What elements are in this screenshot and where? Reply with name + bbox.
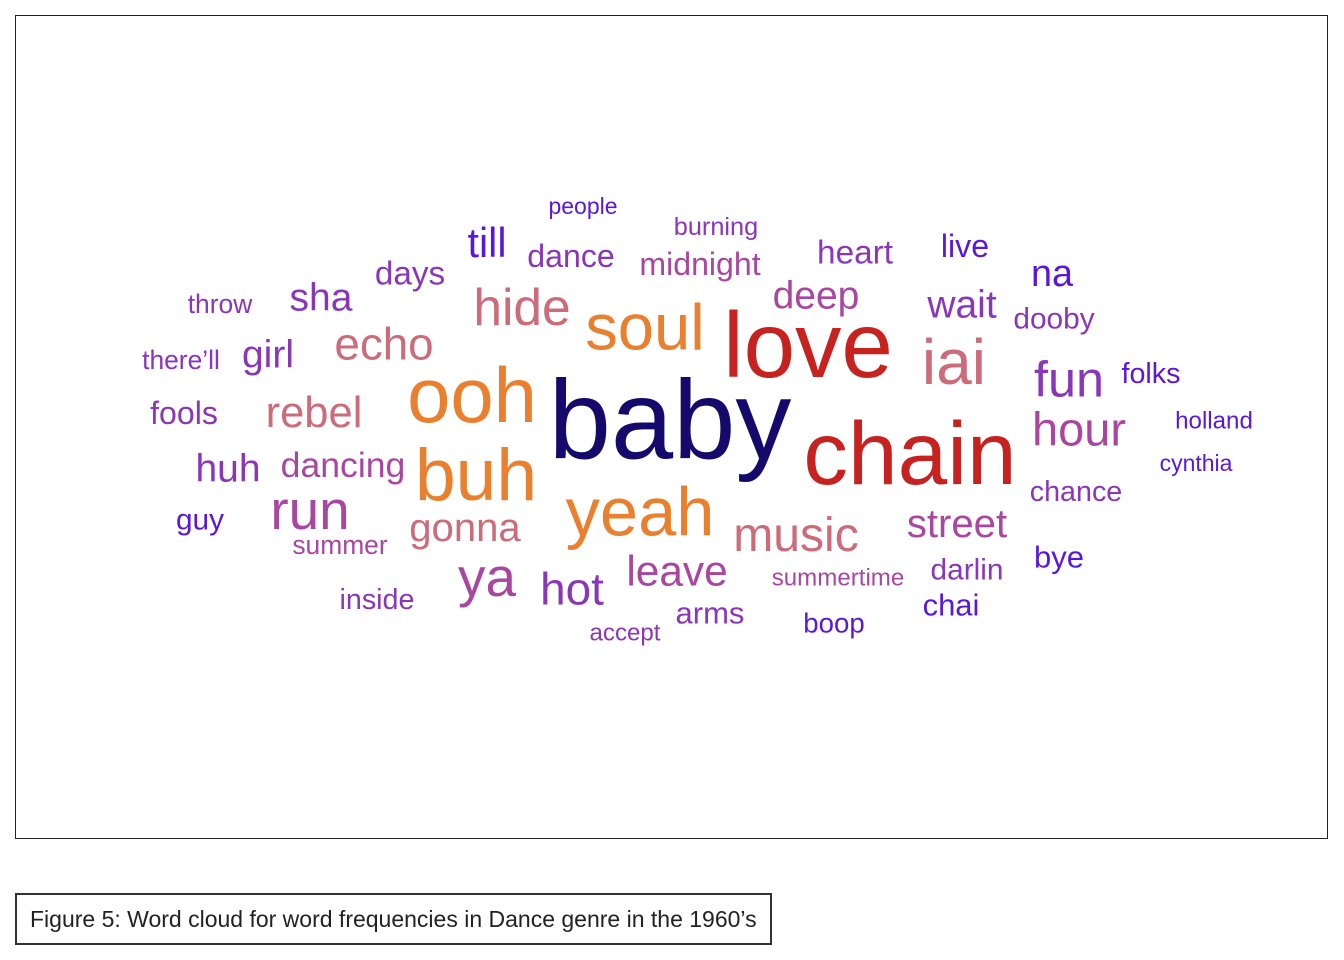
word-39: dooby — [1013, 303, 1094, 336]
word-28: dancing — [281, 445, 406, 485]
word-31: live — [941, 228, 989, 264]
word-46: there’ll — [142, 345, 220, 375]
word-19: till — [468, 220, 507, 266]
word-36: chai — [923, 588, 980, 623]
word-1: baby — [549, 358, 792, 483]
word-47: summer — [292, 530, 388, 560]
word-24: girl — [242, 334, 294, 377]
word-9: ya — [458, 546, 516, 608]
word-cloud-frame — [15, 15, 1328, 839]
word-45: throw — [188, 289, 253, 319]
word-22: deep — [773, 275, 860, 318]
word-48: burning — [674, 213, 758, 241]
word-35: arms — [676, 596, 745, 631]
word-27: na — [1031, 253, 1074, 295]
word-44: boop — [803, 608, 864, 639]
word-11: hide — [473, 278, 570, 336]
word-20: gonna — [409, 506, 521, 550]
word-26: sha — [290, 277, 353, 320]
word-43: folks — [1122, 358, 1181, 390]
word-18: leave — [626, 548, 727, 595]
word-4: ooh — [407, 353, 537, 439]
word-53: cynthia — [1160, 450, 1233, 476]
word-33: dance — [527, 238, 614, 274]
word-5: buh — [415, 434, 537, 516]
figure-caption: Figure 5: Word cloud for word frequencie… — [15, 893, 772, 945]
word-49: accept — [590, 620, 661, 647]
word-12: fun — [1034, 351, 1104, 408]
word-8: iai — [922, 326, 986, 398]
word-14: hour — [1032, 403, 1126, 456]
word-7: soul — [585, 291, 705, 364]
word-2: love — [723, 293, 893, 397]
word-29: days — [375, 256, 445, 293]
word-13: music — [733, 508, 859, 562]
word-52: people — [548, 193, 617, 219]
word-42: chance — [1030, 476, 1123, 508]
word-25: huh — [195, 448, 260, 491]
word-10: run — [270, 479, 349, 541]
word-21: street — [907, 502, 1007, 546]
word-40: darlin — [931, 554, 1004, 587]
word-17: rebel — [266, 389, 363, 437]
word-6: yeah — [566, 474, 715, 551]
word-38: guy — [176, 504, 224, 537]
word-23: wait — [926, 284, 997, 327]
word-37: bye — [1034, 540, 1084, 575]
word-30: heart — [817, 235, 893, 272]
word-34: midnight — [639, 246, 760, 282]
word-32: fools — [150, 395, 218, 431]
word-3: chain — [803, 403, 1016, 503]
word-15: echo — [334, 319, 433, 370]
word-16: hot — [540, 564, 604, 615]
word-51: holland — [1175, 408, 1253, 435]
word-50: summertime — [772, 565, 905, 592]
word-41: inside — [340, 584, 415, 616]
